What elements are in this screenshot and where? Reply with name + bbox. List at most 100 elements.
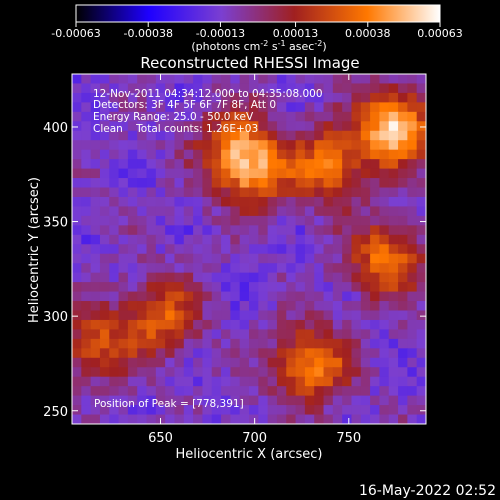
heatmap-cell — [90, 225, 101, 236]
heatmap-cell — [146, 405, 157, 416]
heatmap-cell — [72, 376, 82, 387]
heatmap-cell — [304, 121, 315, 132]
heatmap-cell — [398, 83, 408, 94]
heatmap-cell — [370, 130, 381, 141]
heatmap-cell — [360, 74, 371, 85]
heatmap-cell — [118, 367, 129, 378]
heatmap-cell — [416, 338, 426, 349]
heatmap-cell — [416, 159, 426, 170]
heatmap-cell — [258, 74, 269, 85]
heatmap-cell — [342, 282, 353, 293]
heatmap-cell — [72, 282, 82, 293]
heatmap-cell — [211, 414, 222, 424]
heatmap-cell — [193, 130, 204, 141]
heatmap-cell — [370, 376, 381, 387]
heatmap-cell — [239, 253, 250, 264]
heatmap-cell — [398, 92, 408, 103]
heatmap-cell — [90, 187, 101, 198]
heatmap-cell — [137, 329, 148, 340]
heatmap-cell — [360, 149, 371, 160]
heatmap-cell — [295, 102, 306, 113]
heatmap-cell — [295, 319, 306, 331]
heatmap-cell — [407, 367, 418, 378]
heatmap-cell — [165, 282, 176, 293]
heatmap-cell — [137, 196, 148, 208]
heatmap-cell — [221, 414, 231, 424]
heatmap-cell — [127, 225, 138, 236]
heatmap-cell — [81, 102, 92, 113]
heatmap-cell — [109, 405, 120, 416]
heatmap-cell — [90, 319, 101, 331]
heatmap-cell — [398, 121, 408, 132]
heatmap-cell — [416, 386, 426, 397]
heatmap-cell — [323, 319, 334, 331]
heatmap-cell — [388, 92, 399, 103]
heatmap-cell — [314, 414, 325, 424]
heatmap-cell — [351, 319, 362, 331]
heatmap-cell — [72, 405, 82, 416]
heatmap-cell — [174, 301, 185, 312]
heatmap-cell — [360, 272, 371, 283]
heatmap-cell — [249, 225, 259, 236]
heatmap-cell — [388, 168, 399, 179]
heatmap-cell — [332, 130, 343, 141]
heatmap-cell — [295, 338, 306, 349]
heatmap-cell — [118, 310, 129, 321]
heatmap-cell — [81, 140, 92, 151]
heatmap-cell — [137, 92, 148, 103]
heatmap-cell — [388, 102, 399, 113]
heatmap-cell — [416, 111, 426, 122]
heatmap-cell — [221, 272, 231, 283]
heatmap-cell — [332, 92, 343, 103]
heatmap-cell — [304, 92, 315, 103]
heatmap-cell — [81, 272, 92, 283]
heatmap-cell — [239, 282, 250, 293]
heatmap-cell — [249, 168, 259, 179]
heatmap-cell — [304, 319, 315, 331]
heatmap-cell — [118, 206, 129, 217]
heatmap-cell — [193, 225, 204, 236]
heatmap-cell — [118, 263, 129, 274]
heatmap-cell — [174, 168, 185, 179]
heatmap-cell — [211, 376, 222, 387]
heatmap-cell — [249, 348, 259, 359]
heatmap-cell — [360, 159, 371, 170]
heatmap-cell — [230, 338, 241, 349]
heatmap-cell — [258, 111, 269, 122]
heatmap-cell — [174, 121, 185, 132]
heatmap-cell — [109, 149, 120, 160]
heatmap-cell — [388, 386, 399, 397]
heatmap-cell — [193, 282, 204, 293]
x-tick-label: 750 — [336, 431, 361, 446]
heatmap-cell — [221, 234, 231, 245]
heatmap-cell — [379, 215, 390, 226]
heatmap-cell — [127, 196, 138, 208]
heatmap-cell — [379, 121, 390, 132]
heatmap-cell — [165, 301, 176, 312]
heatmap-cell — [127, 215, 138, 226]
heatmap-cell — [239, 234, 250, 245]
heatmap-cell — [258, 338, 269, 349]
heatmap-cell — [239, 386, 250, 397]
heatmap-cell — [416, 395, 426, 406]
heatmap-cell — [351, 367, 362, 378]
heatmap-cell — [258, 395, 269, 406]
heatmap-cell — [276, 159, 287, 170]
heatmap-cell — [267, 282, 278, 293]
heatmap-cell — [398, 386, 408, 397]
heatmap-cell — [342, 386, 353, 397]
heatmap-cell — [183, 159, 194, 170]
heatmap-cell — [314, 263, 325, 274]
heatmap-cell — [239, 206, 250, 217]
heatmap-cell — [165, 140, 176, 151]
heatmap-cell — [379, 178, 390, 189]
heatmap-cell — [416, 74, 426, 85]
heatmap-cell — [370, 225, 381, 236]
heatmap-cell — [407, 168, 418, 179]
heatmap-cell — [360, 263, 371, 274]
heatmap-cell — [193, 102, 204, 113]
heatmap-cell — [118, 253, 129, 264]
heatmap-cell — [258, 149, 269, 160]
heatmap-cell — [202, 367, 213, 378]
heatmap-cell — [351, 253, 362, 264]
